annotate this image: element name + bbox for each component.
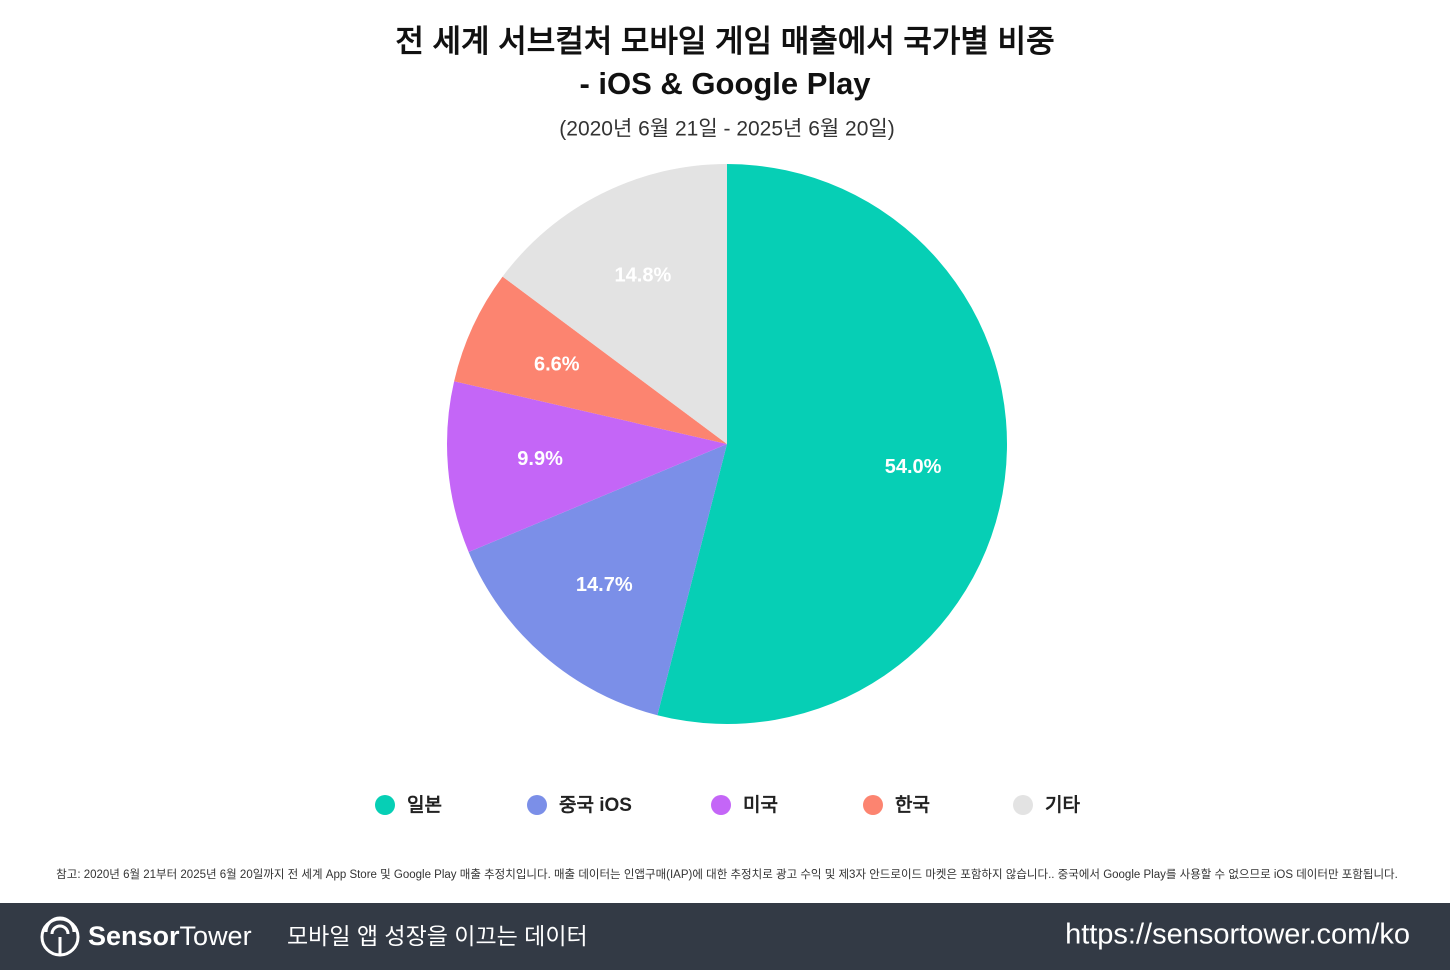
chart-subtitle: (2020년 6월 21일 - 2025년 6월 20일) xyxy=(559,118,894,141)
legend-marker xyxy=(863,795,883,815)
data-label: 6.6% xyxy=(534,353,580,375)
legend-label: 미국 xyxy=(743,794,778,816)
legend-label: 한국 xyxy=(895,794,930,816)
url: https://sensortower.com/ko xyxy=(1065,919,1410,951)
data-label: 14.7% xyxy=(576,574,633,596)
legend-marker xyxy=(711,795,731,815)
data-label: 14.8% xyxy=(615,265,672,287)
legend: 일본 중국 iOS 미국 한국 기타 xyxy=(375,794,1080,816)
logo xyxy=(40,916,80,957)
tagline: 모바일 앱 성장을 이끄는 데이터 xyxy=(287,923,588,949)
legend-label: 기타 xyxy=(1045,794,1080,816)
pie-slice xyxy=(454,276,727,444)
footer-bar xyxy=(0,903,1450,970)
data-label: 54.0% xyxy=(885,456,942,478)
pie-slice xyxy=(502,164,727,444)
legend-marker xyxy=(375,795,395,815)
data-label: 9.9% xyxy=(517,448,563,470)
logo-icon xyxy=(44,916,76,955)
pie-slice xyxy=(468,444,727,716)
brand-bold: Sensor xyxy=(88,921,180,951)
footnote: 참고: 2020년 6월 21부터 2025년 6월 20일까지 전 세계 Ap… xyxy=(56,867,1398,881)
chart-title: - iOS & Google Play xyxy=(579,66,871,101)
pie-slice xyxy=(657,164,1008,724)
pie-slice xyxy=(447,381,727,552)
legend-label: 일본 xyxy=(407,794,442,816)
chart-title: 전 세계 서브컬처 모바일 게임 매출에서 국가별 비중 xyxy=(395,24,1054,59)
pie: 54.0% 14.7% 9.9% 6.6% 14.8% xyxy=(447,164,1008,724)
legend-label: 중국 iOS xyxy=(559,795,632,816)
legend-marker xyxy=(527,795,547,815)
brand-light: Tower xyxy=(180,921,252,951)
brand: SensorTower xyxy=(88,921,252,951)
legend-marker xyxy=(1013,795,1033,815)
